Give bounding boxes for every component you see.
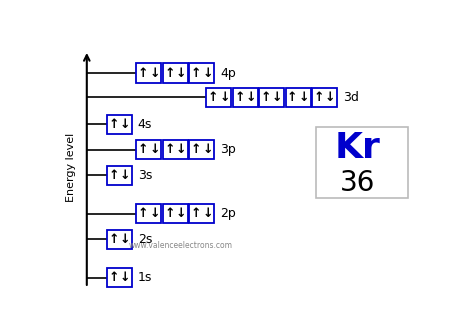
Bar	[107, 166, 132, 185]
Text: ↓: ↓	[176, 67, 186, 80]
Text: 2p: 2p	[220, 207, 236, 220]
Bar	[312, 88, 337, 107]
Text: ↑: ↑	[261, 91, 271, 104]
Text: ↑: ↑	[208, 91, 218, 104]
Text: Energy level: Energy level	[66, 133, 76, 202]
Bar	[233, 88, 258, 107]
Text: ↓: ↓	[120, 271, 130, 284]
Text: ↓: ↓	[120, 118, 130, 131]
Bar	[137, 140, 161, 159]
Text: 2s: 2s	[138, 233, 152, 246]
Bar	[163, 204, 188, 223]
Text: ↓: ↓	[325, 91, 336, 104]
Bar	[189, 140, 214, 159]
Bar	[137, 204, 161, 223]
Text: ↓: ↓	[176, 143, 186, 156]
Text: 3s: 3s	[138, 169, 152, 182]
Bar	[189, 63, 214, 83]
Bar	[285, 88, 310, 107]
Bar	[107, 115, 132, 134]
Text: ↓: ↓	[299, 91, 309, 104]
Text: ↓: ↓	[272, 91, 283, 104]
Bar	[107, 230, 132, 249]
Text: ↑: ↑	[234, 91, 245, 104]
Text: ↑: ↑	[109, 233, 119, 246]
Text: ↓: ↓	[149, 143, 160, 156]
Text: 3d: 3d	[343, 91, 359, 104]
Bar	[259, 88, 284, 107]
Bar	[189, 204, 214, 223]
Text: ↑: ↑	[164, 143, 175, 156]
Text: 36: 36	[340, 169, 375, 197]
Text: ↑: ↑	[191, 67, 201, 80]
Bar	[163, 63, 188, 83]
Bar	[163, 140, 188, 159]
Text: ↑: ↑	[313, 91, 324, 104]
Text: ↑: ↑	[138, 67, 148, 80]
Text: 4s: 4s	[138, 118, 152, 131]
Text: ↓: ↓	[246, 91, 256, 104]
Text: ↑: ↑	[109, 271, 119, 284]
Text: 4p: 4p	[220, 67, 236, 80]
Text: ↑: ↑	[138, 207, 148, 220]
Bar	[206, 88, 231, 107]
Text: ↓: ↓	[219, 91, 230, 104]
Text: ↑: ↑	[164, 67, 175, 80]
Text: ↑: ↑	[109, 169, 119, 182]
Text: ↓: ↓	[120, 233, 130, 246]
Text: ↓: ↓	[202, 207, 213, 220]
Text: ↑: ↑	[138, 143, 148, 156]
Bar	[137, 63, 161, 83]
Text: www.valenceelectrons.com: www.valenceelectrons.com	[128, 241, 232, 250]
Text: 1s: 1s	[138, 271, 152, 284]
Text: ↓: ↓	[149, 207, 160, 220]
Text: ↓: ↓	[202, 143, 213, 156]
Text: ↓: ↓	[149, 67, 160, 80]
Text: ↑: ↑	[109, 118, 119, 131]
Text: ↑: ↑	[287, 91, 298, 104]
Text: ↓: ↓	[202, 67, 213, 80]
Text: 3p: 3p	[220, 143, 236, 156]
Text: ↓: ↓	[176, 207, 186, 220]
Bar	[107, 268, 132, 287]
Bar	[316, 127, 408, 198]
Text: ↑: ↑	[191, 143, 201, 156]
Text: ↓: ↓	[120, 169, 130, 182]
Text: Kr: Kr	[335, 131, 381, 165]
Text: ↑: ↑	[164, 207, 175, 220]
Text: ↑: ↑	[191, 207, 201, 220]
